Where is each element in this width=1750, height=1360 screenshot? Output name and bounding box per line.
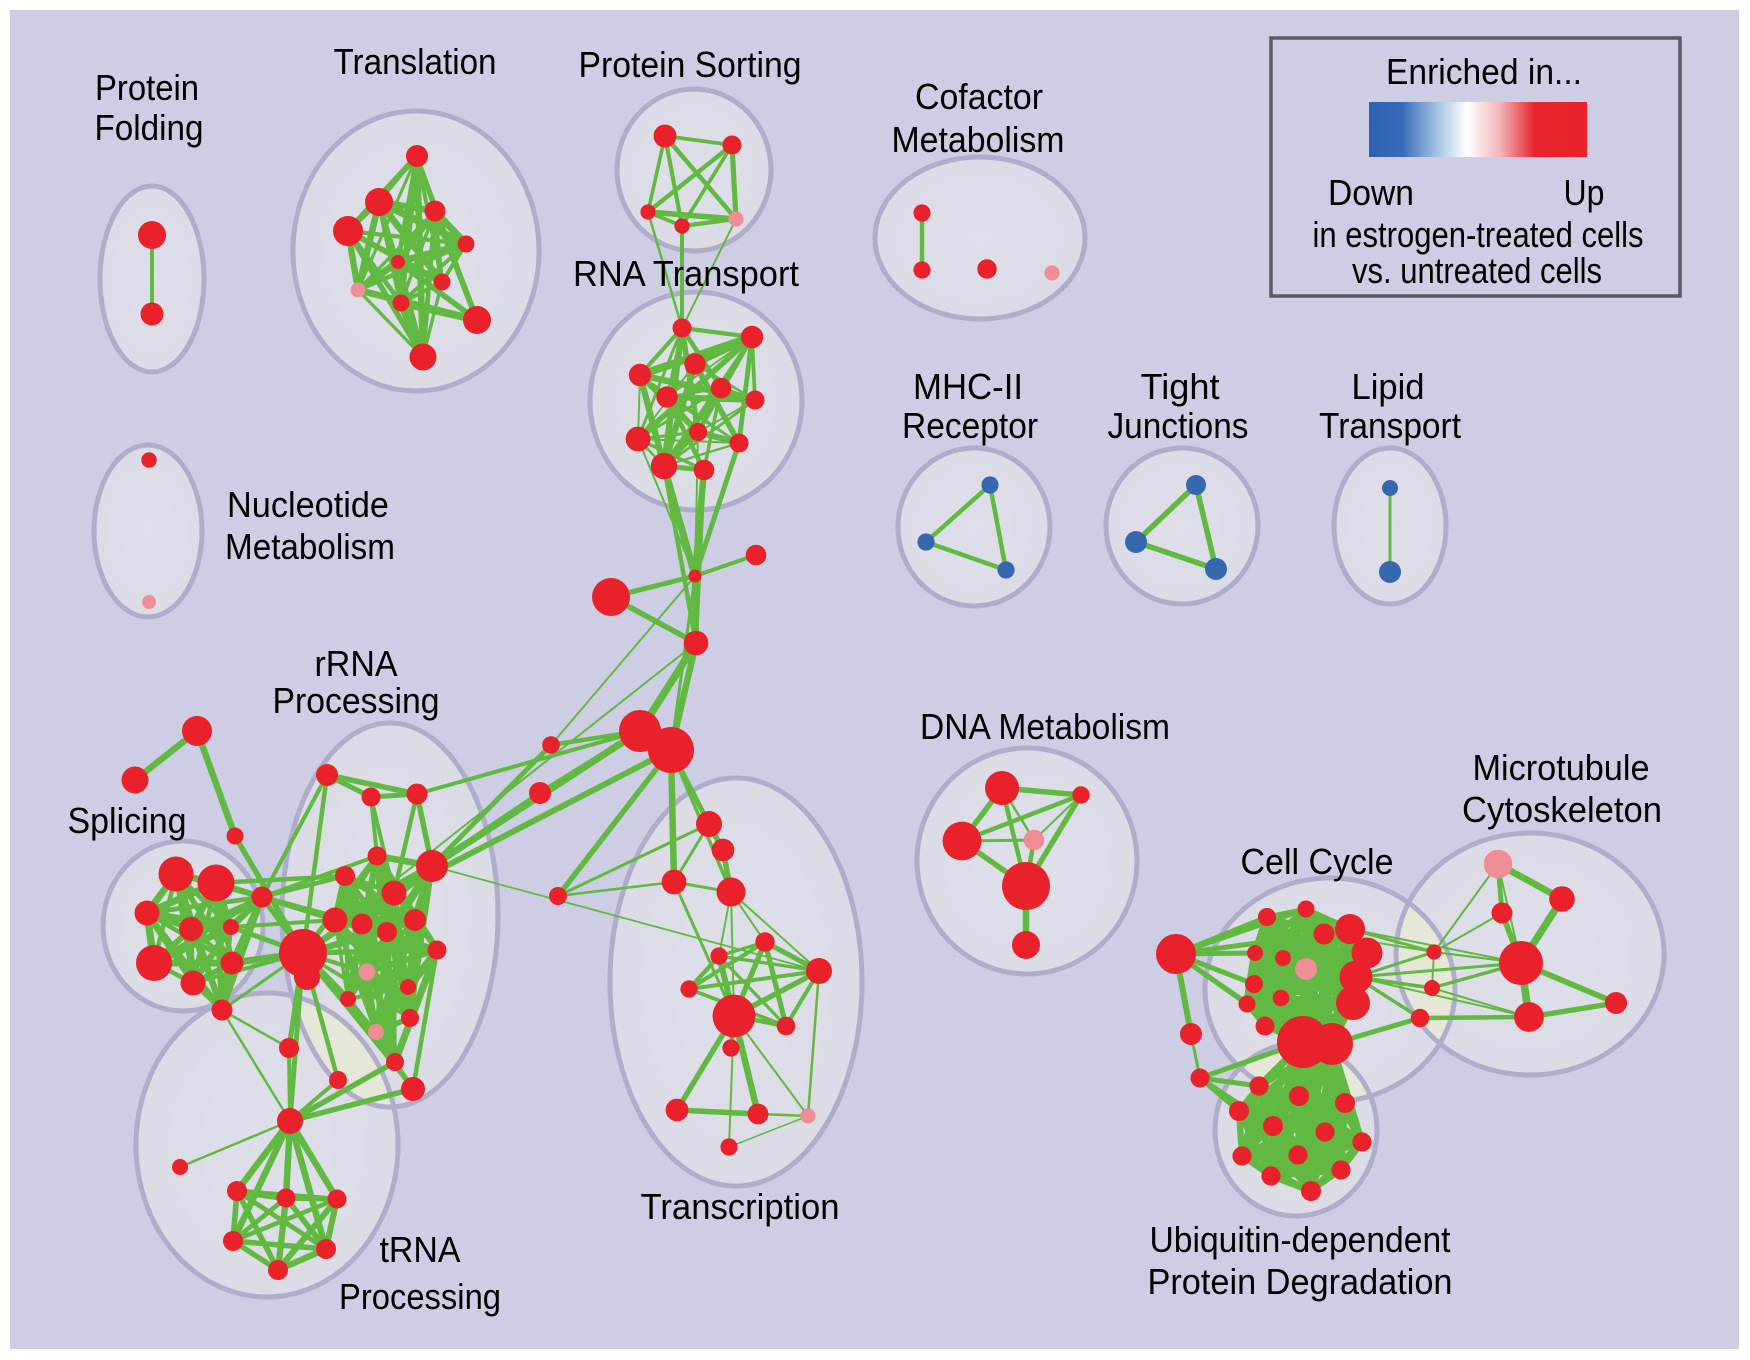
svg-text:Microtubule: Microtubule [1473,747,1650,788]
svg-text:DNA Metabolism: DNA Metabolism [920,706,1170,747]
svg-text:Translation: Translation [334,41,497,82]
svg-text:Metabolism: Metabolism [225,526,395,567]
svg-text:Down: Down [1328,172,1414,213]
svg-text:Folding: Folding [95,107,204,148]
svg-text:Cofactor: Cofactor [915,76,1043,117]
svg-text:vs. untreated cells: vs. untreated cells [1352,250,1602,291]
svg-text:Cell Cycle: Cell Cycle [1241,841,1394,882]
svg-text:Enriched in...: Enriched in... [1386,51,1582,92]
svg-text:Cytoskeleton: Cytoskeleton [1462,789,1662,830]
svg-text:Transcription: Transcription [641,1186,840,1227]
svg-text:Nucleotide: Nucleotide [227,484,389,525]
svg-text:tRNA: tRNA [380,1229,461,1270]
svg-text:Protein Degradation: Protein Degradation [1148,1261,1453,1302]
svg-text:Ubiquitin-dependent: Ubiquitin-dependent [1150,1219,1451,1260]
svg-text:rRNA: rRNA [315,643,398,684]
svg-text:Transport: Transport [1319,405,1461,446]
svg-text:Protein Sorting: Protein Sorting [579,44,802,85]
svg-text:Lipid: Lipid [1352,366,1425,407]
svg-text:Splicing: Splicing [68,800,187,841]
svg-text:Metabolism: Metabolism [892,119,1065,160]
svg-text:Processing: Processing [273,680,440,721]
svg-text:Tight: Tight [1141,366,1220,407]
svg-text:RNA Transport: RNA Transport [573,253,799,294]
svg-text:Receptor: Receptor [902,405,1038,446]
svg-text:Junctions: Junctions [1108,405,1249,446]
svg-text:Processing: Processing [339,1276,501,1317]
svg-text:Up: Up [1564,172,1605,213]
svg-text:Protein: Protein [95,67,199,108]
svg-text:MHC-II: MHC-II [913,366,1023,407]
svg-text:in estrogen-treated cells: in estrogen-treated cells [1313,214,1644,255]
